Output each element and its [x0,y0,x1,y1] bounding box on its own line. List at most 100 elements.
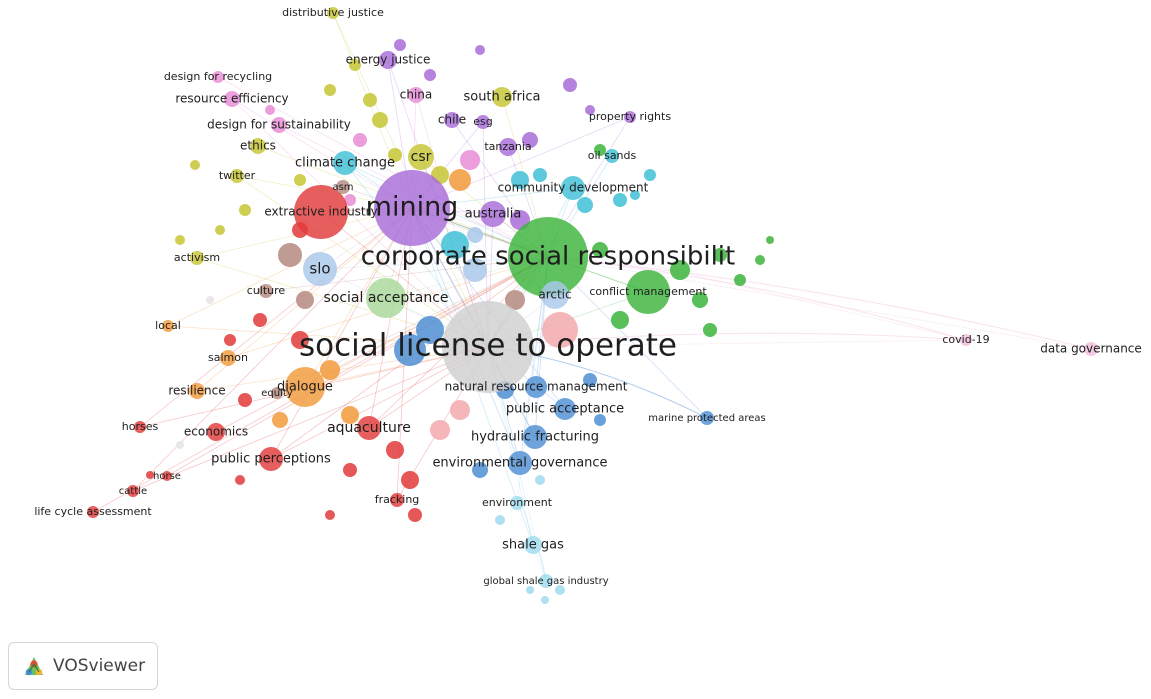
network-node[interactable] [271,387,283,399]
network-node[interactable] [524,536,542,554]
network-node-unlabeled [324,84,336,96]
network-node[interactable] [408,87,424,103]
node-label: community development [498,181,649,195]
network-node[interactable] [492,87,512,107]
network-node-unlabeled [450,400,470,420]
node-label: natural resource management [445,380,628,394]
network-node[interactable] [271,117,287,133]
network-node-unlabeled [388,148,402,162]
network-node[interactable] [539,574,553,588]
network-node[interactable] [327,7,339,19]
node-label: cattle [119,486,147,497]
network-node[interactable] [207,423,225,441]
node-label: resilience [168,384,225,398]
network-node[interactable] [390,493,404,507]
network-node[interactable] [212,71,224,83]
network-node-unlabeled [613,193,627,207]
network-node[interactable] [333,151,357,175]
network-node-unlabeled [235,475,245,485]
network-node[interactable] [366,278,406,318]
node-label: slo [309,260,330,278]
network-node[interactable] [508,217,588,297]
network-node[interactable] [476,115,490,129]
network-node[interactable] [626,270,670,314]
network-node[interactable] [510,496,524,510]
network-node[interactable] [444,112,460,128]
network-node-unlabeled [472,462,488,478]
network-node[interactable] [1084,342,1098,356]
network-node[interactable] [357,416,381,440]
node-label: australia [465,207,522,222]
network-node[interactable] [230,169,244,183]
node-label: shale gas [502,538,564,553]
node-label: corporate social responsibilit [361,242,735,272]
network-node[interactable] [303,252,337,286]
network-node[interactable] [374,170,450,246]
network-node[interactable] [960,334,972,346]
network-node-unlabeled [408,508,422,522]
network-node[interactable] [259,447,283,471]
vosviewer-badge[interactable]: VOSviewer [8,642,158,690]
node-label: dialogue [277,380,333,395]
network-node[interactable] [408,144,434,170]
network-node-unlabeled [535,475,545,485]
network-node[interactable] [134,421,146,433]
network-node[interactable] [561,176,585,200]
node-label: csr [411,149,432,165]
network-node-unlabeled [563,78,577,92]
network-node[interactable] [259,284,273,298]
network-node[interactable] [525,376,547,398]
network-node[interactable] [605,149,619,163]
network-node-unlabeled [703,323,717,337]
network-node[interactable] [499,138,517,156]
network-node-unlabeled [467,227,483,243]
network-node[interactable] [554,398,576,420]
node-label: public acceptance [506,402,624,417]
network-node[interactable] [162,471,172,481]
network-node-unlabeled [495,515,505,525]
network-node[interactable] [250,138,266,154]
network-node-unlabeled [341,406,359,424]
network-node-unlabeled [424,69,436,81]
network-node[interactable] [336,180,350,194]
network-node[interactable] [190,251,204,265]
node-label: economics [184,425,248,439]
network-node[interactable] [624,111,636,123]
network-node[interactable] [189,383,205,399]
network-node[interactable] [87,506,99,518]
network-node[interactable] [285,367,325,407]
network-node-unlabeled [611,311,629,329]
node-label: covid-19 [942,333,989,346]
link-line [167,325,489,348]
link-line [166,256,549,477]
network-node[interactable] [541,281,569,309]
node-label: public perceptions [211,452,331,467]
network-node-unlabeled [363,93,377,107]
network-node-unlabeled [505,290,525,310]
network-node-unlabeled [644,169,656,181]
node-label: mining [366,192,459,223]
network-node[interactable] [442,301,534,393]
network-node-unlabeled [463,258,487,282]
network-node-unlabeled [278,243,302,267]
network-node[interactable] [220,350,236,366]
network-node[interactable] [480,201,506,227]
network-node[interactable] [379,51,397,69]
network-node[interactable] [523,425,547,449]
network-node[interactable] [508,451,532,475]
network-node-unlabeled [592,242,608,258]
network-node[interactable] [700,411,714,425]
network-node-unlabeled [460,150,480,170]
network-node-unlabeled [542,312,578,348]
network-node[interactable] [162,320,174,332]
network-node-unlabeled [533,168,547,182]
link-line [270,207,413,460]
network-node[interactable] [294,185,348,239]
network-node-unlabeled [401,471,419,489]
network-node[interactable] [224,91,240,107]
network-node[interactable] [127,485,139,497]
node-label: data governance [1040,342,1142,356]
node-label: oil sands [588,149,637,162]
link-line [411,116,631,209]
node-label: south africa [463,90,540,105]
